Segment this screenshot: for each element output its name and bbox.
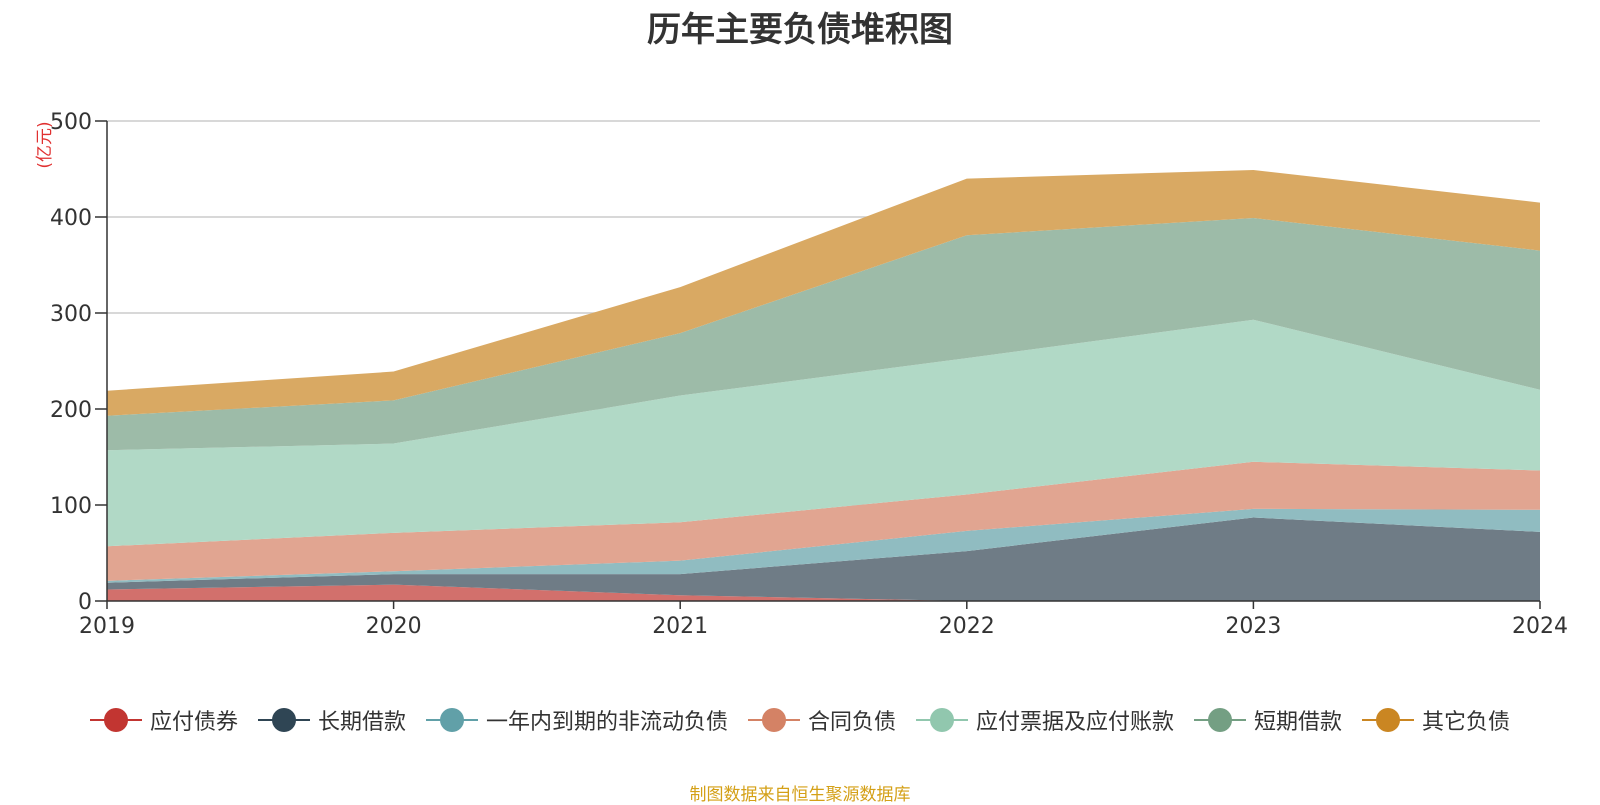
legend-item-3[interactable]: 合同负债 bbox=[747, 704, 896, 736]
legend-label: 合同负债 bbox=[807, 710, 896, 735]
source-note: 制图数据来自恒生聚源数据库 bbox=[689, 785, 911, 805]
y-tick-label: 200 bbox=[50, 398, 92, 423]
y-axis-unit-label: (亿元) bbox=[35, 121, 55, 168]
area-series-0[interactable] bbox=[107, 584, 1540, 601]
legend-item-0[interactable]: 应付债券 bbox=[89, 704, 238, 736]
legend-label: 短期借款 bbox=[1254, 710, 1343, 735]
chart-title: 历年主要负债堆积图 bbox=[647, 10, 953, 50]
axes: 0 100 200 300 400 500 2019 2020 2021 2022 2023 2024 bbox=[50, 110, 1568, 639]
legend: 应付债券 长期借款 一年内到期的非流动负债 合同负债 应付票据及应付账款 短期借款 其它负债 bbox=[0, 702, 1600, 738]
legend-item-4[interactable]: 应付票据及应付账款 bbox=[916, 704, 1174, 736]
y-tick-label: 100 bbox=[50, 494, 92, 519]
area-series-4[interactable] bbox=[107, 319, 1540, 547]
legend-item-6[interactable]: 其它负债 bbox=[1362, 704, 1510, 736]
y-tick-label: 400 bbox=[50, 206, 92, 231]
x-tick-label: 2021 bbox=[652, 614, 708, 639]
legend-item-5[interactable]: 短期借款 bbox=[1194, 704, 1342, 736]
legend-label: 其它负债 bbox=[1422, 710, 1511, 735]
legend-label: 应付债券 bbox=[149, 710, 238, 735]
legend-marker-icon bbox=[916, 708, 968, 732]
legend-marker-icon bbox=[425, 708, 478, 732]
x-tick-label: 2019 bbox=[79, 614, 135, 639]
area-series-3[interactable] bbox=[107, 461, 1540, 581]
x-tick-label: 2020 bbox=[366, 614, 422, 639]
legend-label: 长期借款 bbox=[317, 710, 406, 735]
y-tick-label: 500 bbox=[50, 110, 92, 135]
area-series bbox=[107, 169, 1540, 601]
y-tick-label: 300 bbox=[50, 302, 92, 327]
x-tick-label: 2023 bbox=[1225, 614, 1281, 639]
x-tick-label: 2024 bbox=[1512, 614, 1568, 639]
area-series-6[interactable] bbox=[107, 169, 1540, 416]
legend-marker-icon bbox=[89, 708, 142, 732]
legend-label: 一年内到期的非流动负债 bbox=[485, 710, 728, 735]
legend-marker-icon bbox=[257, 708, 310, 732]
chart-plot: 0 100 200 300 400 500 2019 2020 2021 2022 2023 2024… bbox=[35, 110, 1568, 639]
legend-marker-icon bbox=[1194, 708, 1247, 732]
y-tick-label: 0 bbox=[78, 590, 92, 615]
legend-label: 应付票据及应付账款 bbox=[976, 710, 1175, 735]
legend-item-1[interactable]: 长期借款 bbox=[257, 704, 406, 736]
legend-marker-icon bbox=[747, 708, 800, 732]
x-tick-label: 2022 bbox=[939, 614, 995, 639]
area-series-1[interactable] bbox=[107, 517, 1540, 601]
area-series-5[interactable] bbox=[107, 217, 1540, 451]
legend-marker-icon bbox=[1362, 708, 1415, 732]
legend-item-2[interactable]: 一年内到期的非流动负债 bbox=[425, 704, 728, 736]
